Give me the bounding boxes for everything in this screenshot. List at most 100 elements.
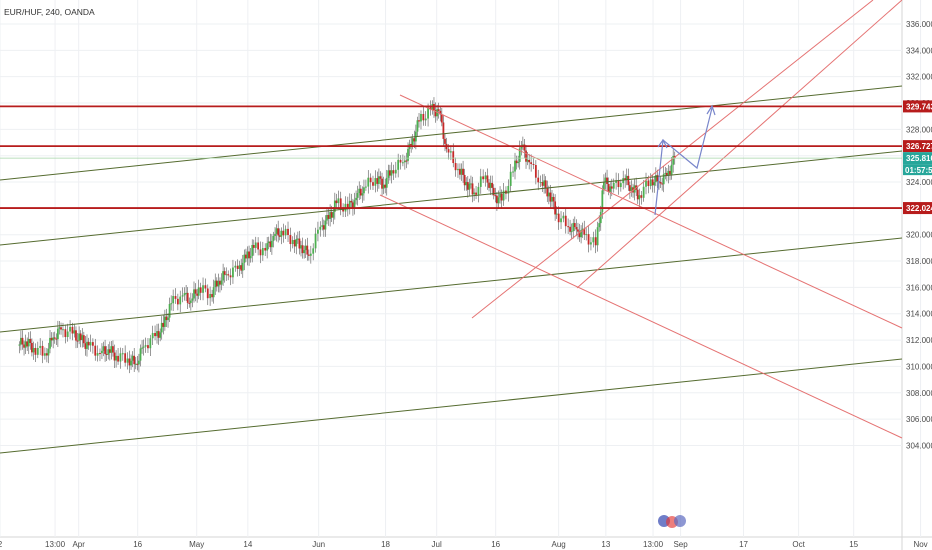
candle-body: [459, 168, 461, 175]
candle-body: [282, 230, 285, 236]
candle-body: [392, 170, 395, 174]
price-tag-label: 326.727: [906, 142, 932, 151]
candle-body: [249, 255, 252, 259]
candle-body: [363, 187, 365, 194]
candle-body: [645, 180, 647, 187]
candle-body: [75, 330, 77, 341]
y-tick-label: 314.000: [906, 310, 932, 319]
candle-body: [110, 346, 113, 353]
candle-body: [356, 193, 359, 198]
candle-body: [468, 183, 471, 190]
candle-body: [560, 218, 562, 223]
candle-body: [434, 110, 437, 117]
candle-body: [606, 177, 608, 185]
candle-body: [326, 215, 328, 221]
candle-body: [669, 170, 671, 175]
candle-body: [403, 160, 406, 163]
candle-body: [94, 345, 97, 356]
candle-body: [225, 274, 228, 276]
candle-body: [599, 211, 602, 224]
candle-body: [261, 248, 264, 256]
candle-body: [66, 331, 69, 338]
candle-body: [499, 193, 501, 198]
candle-body: [543, 180, 546, 186]
red-descending-channel-line: [379, 194, 903, 439]
candle-body: [492, 187, 495, 196]
price-tag: [903, 202, 932, 215]
candle-body: [439, 110, 442, 115]
red-descending-channel-line: [399, 94, 903, 329]
candle-body: [119, 353, 122, 362]
candle-body: [624, 178, 627, 180]
red-ascending-channel-line: [471, 0, 874, 319]
candle-body: [43, 353, 46, 356]
candle-body: [638, 195, 641, 200]
y-tick-label: 312.000: [906, 336, 932, 345]
candle-body: [236, 265, 239, 269]
candle-body: [245, 254, 247, 259]
candle-body: [29, 338, 32, 343]
candle-body: [71, 326, 74, 334]
candle-body: [656, 175, 659, 182]
candle-body: [149, 338, 152, 349]
candle-body: [58, 327, 61, 329]
candle-body: [411, 138, 414, 146]
candle-body: [526, 159, 529, 162]
candle-body: [575, 227, 578, 230]
candle-body: [449, 151, 452, 153]
y-tick-label: 334.000: [906, 46, 932, 55]
candle-body: [615, 180, 618, 183]
candle-body: [580, 230, 582, 238]
candle-body: [185, 292, 188, 294]
candle-body: [19, 337, 22, 345]
y-tick-label: 310.000: [906, 362, 932, 371]
candle-body: [300, 245, 302, 249]
y-tick-label: 308.000: [906, 389, 932, 398]
candle-body: [82, 335, 85, 344]
candle-body: [367, 177, 370, 187]
candle-body: [174, 296, 177, 299]
countdown-tag: [903, 164, 932, 176]
candle-body: [601, 190, 604, 212]
candle-body: [202, 285, 204, 293]
candle-body: [86, 341, 88, 349]
candlestick-series: [18, 97, 676, 374]
candle-body: [264, 248, 267, 251]
candle-body: [223, 271, 226, 275]
candle-body: [653, 182, 656, 186]
symbol-title: EUR/HUF, 240, OANDA: [4, 7, 95, 17]
candle-body: [113, 352, 116, 361]
candle-body: [552, 196, 555, 202]
candle-body: [353, 200, 356, 208]
candle-body: [512, 171, 514, 173]
candle-body: [84, 343, 87, 349]
candle-body: [102, 346, 105, 351]
candle-body: [429, 107, 432, 110]
candle-body: [416, 120, 419, 132]
candle-body: [355, 197, 357, 201]
candle-body: [287, 228, 289, 236]
candle-body: [390, 170, 393, 176]
candle-body: [31, 342, 33, 353]
candle-body: [337, 198, 340, 204]
candle-body: [298, 238, 301, 249]
candle-body: [462, 168, 464, 175]
candle-body: [537, 177, 540, 183]
candle-body: [649, 179, 652, 187]
candle-body: [176, 298, 179, 305]
candle-body: [473, 192, 475, 195]
projection-arrow-icon: [706, 104, 716, 116]
candle-body: [47, 348, 50, 356]
candle-body: [420, 113, 422, 122]
candle-body: [577, 229, 579, 232]
candle-body: [138, 360, 140, 365]
x-tick-label: May: [189, 540, 204, 549]
candle-body: [99, 353, 101, 355]
candle-body: [547, 192, 550, 197]
candle-body: [607, 184, 610, 192]
candle-body: [619, 183, 622, 188]
candle-body: [530, 162, 533, 165]
candle-body: [291, 239, 294, 245]
green-channel-line: [0, 85, 903, 181]
